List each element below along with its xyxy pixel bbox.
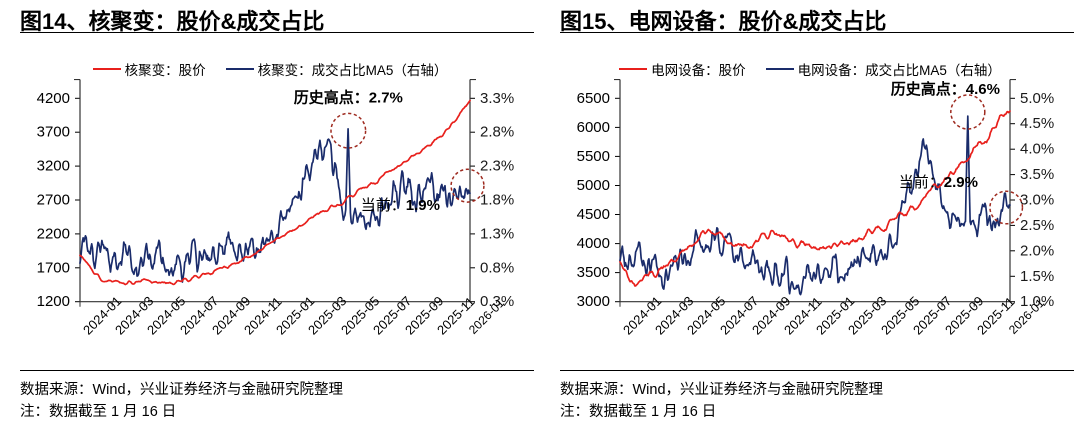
svg-text:3.0%: 3.0% [1020, 192, 1054, 209]
svg-text:6000: 6000 [577, 119, 610, 136]
svg-text:1.3%: 1.3% [480, 225, 514, 242]
svg-text:3500: 3500 [577, 264, 610, 281]
svg-text:当前：2.9%: 当前：2.9% [899, 174, 978, 191]
svg-text:5500: 5500 [577, 148, 610, 165]
svg-text:2.8%: 2.8% [480, 124, 514, 141]
svg-text:0.8%: 0.8% [480, 259, 514, 276]
svg-text:4.0%: 4.0% [1020, 141, 1054, 158]
svg-text:4000: 4000 [577, 235, 610, 252]
svg-text:4200: 4200 [37, 90, 70, 107]
svg-text:6500: 6500 [577, 90, 610, 107]
svg-text:3000: 3000 [577, 293, 610, 310]
svg-text:3700: 3700 [37, 124, 70, 141]
svg-text:1.8%: 1.8% [480, 192, 514, 209]
svg-text:2.0%: 2.0% [1020, 242, 1054, 259]
svg-text:4500: 4500 [577, 206, 610, 223]
svg-text:历史高点：2.7%: 历史高点：2.7% [294, 89, 403, 107]
svg-text:3200: 3200 [37, 158, 70, 175]
svg-text:2.5%: 2.5% [1020, 217, 1054, 234]
svg-text:2700: 2700 [37, 192, 70, 209]
svg-text:3.3%: 3.3% [480, 90, 514, 107]
svg-text:5.0%: 5.0% [1020, 90, 1054, 107]
svg-text:4.5%: 4.5% [1020, 115, 1054, 132]
svg-text:历史高点：4.6%: 历史高点：4.6% [891, 80, 1000, 98]
svg-text:1200: 1200 [37, 293, 70, 310]
svg-text:当前：1.9%: 当前：1.9% [361, 197, 440, 214]
svg-text:2.3%: 2.3% [480, 158, 514, 175]
svg-text:1.5%: 1.5% [1020, 268, 1054, 285]
svg-text:3.5%: 3.5% [1020, 166, 1054, 183]
svg-text:1700: 1700 [37, 259, 70, 276]
svg-text:5000: 5000 [577, 177, 610, 194]
svg-text:2200: 2200 [37, 225, 70, 242]
